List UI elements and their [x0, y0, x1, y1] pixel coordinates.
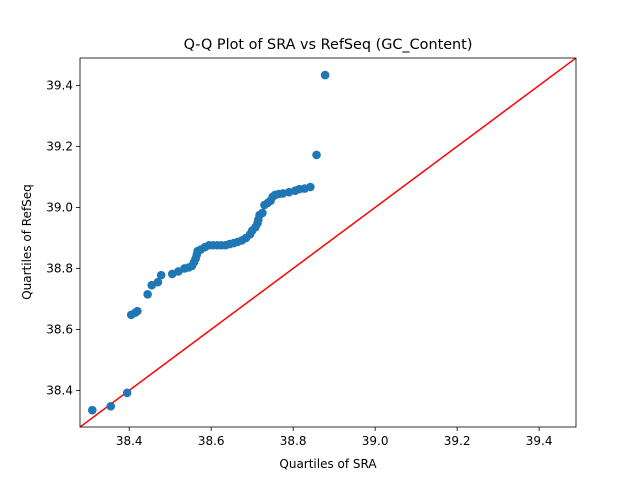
x-tick-label: 39.0 [362, 434, 389, 448]
y-tick-label: 39.0 [46, 200, 73, 214]
data-point [106, 401, 116, 411]
y-axis-label: Quartiles of RefSeq [20, 184, 34, 300]
x-tick-label: 38.4 [116, 434, 143, 448]
data-point [156, 270, 166, 280]
y-tick-label: 39.2 [46, 139, 73, 153]
x-tick-label: 38.8 [280, 434, 307, 448]
data-point [312, 150, 321, 160]
data-point [133, 306, 142, 316]
chart-title: Q-Q Plot of SRA vs RefSeq (GC_Content) [184, 37, 473, 53]
y-tick-label: 39.4 [46, 78, 73, 92]
data-point [122, 388, 132, 398]
reference-line [80, 58, 576, 427]
y-tick-label: 38.6 [46, 322, 73, 336]
data-point [258, 208, 267, 218]
y-axis: 38.4 38.6 38.8 39.0 39.2 39.4 [46, 78, 80, 397]
data-point [87, 405, 97, 415]
data-point [320, 70, 330, 80]
y-tick-label: 38.4 [46, 383, 73, 397]
data-point [143, 290, 152, 299]
plot-frame [79, 57, 577, 428]
x-axis: 38.4 38.6 38.8 39.0 39.2 39.4 [116, 427, 553, 448]
data-point [153, 277, 163, 287]
x-tick-label: 38.6 [198, 434, 225, 448]
x-axis-label: Quartiles of SRA [279, 457, 377, 471]
data-point [306, 182, 315, 192]
x-tick-label: 39.4 [526, 434, 553, 448]
plot-area [79, 57, 577, 428]
x-tick-label: 39.2 [444, 434, 471, 448]
y-tick-label: 38.8 [46, 261, 73, 275]
